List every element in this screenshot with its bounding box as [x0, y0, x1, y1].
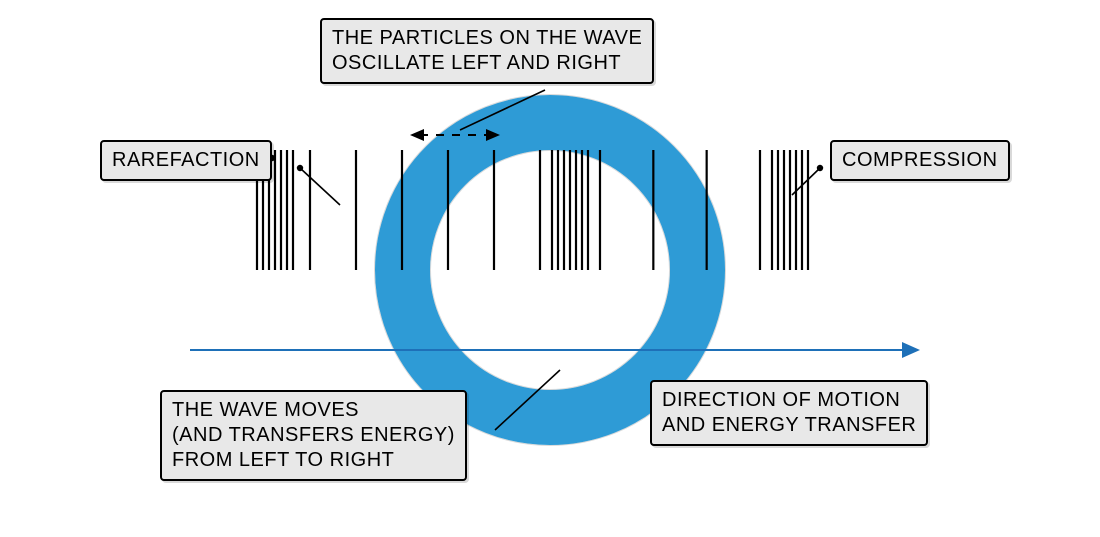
leader-line — [495, 370, 560, 430]
connector-dot — [817, 165, 823, 171]
label-wavemoves: THE WAVE MOVES (AND TRANSFERS ENERGY) FR… — [160, 390, 467, 481]
oscillation-arrow-head-left — [410, 129, 424, 141]
label-rarefaction: RAREFACTION — [100, 140, 272, 181]
label-oscillate-text: THE PARTICLES ON THE WAVE OSCILLATE LEFT… — [332, 27, 642, 74]
leader-line — [300, 168, 340, 205]
label-compression: COMPRESSION — [830, 140, 1010, 181]
label-oscillate: THE PARTICLES ON THE WAVE OSCILLATE LEFT… — [320, 18, 654, 84]
label-compression-text: COMPRESSION — [842, 149, 998, 171]
oscillation-arrow-head-right — [486, 129, 500, 141]
label-direction-text: DIRECTION OF MOTION AND ENERGY TRANSFER — [662, 389, 916, 436]
leader-line — [460, 90, 545, 130]
label-rarefaction-text: RAREFACTION — [112, 149, 260, 171]
connector-dot — [297, 165, 303, 171]
direction-arrow-head — [902, 342, 920, 358]
label-direction: DIRECTION OF MOTION AND ENERGY TRANSFER — [650, 380, 928, 446]
diagram-stage: THE PARTICLES ON THE WAVE OSCILLATE LEFT… — [0, 0, 1100, 537]
label-wavemoves-text: THE WAVE MOVES (AND TRANSFERS ENERGY) FR… — [172, 399, 455, 471]
